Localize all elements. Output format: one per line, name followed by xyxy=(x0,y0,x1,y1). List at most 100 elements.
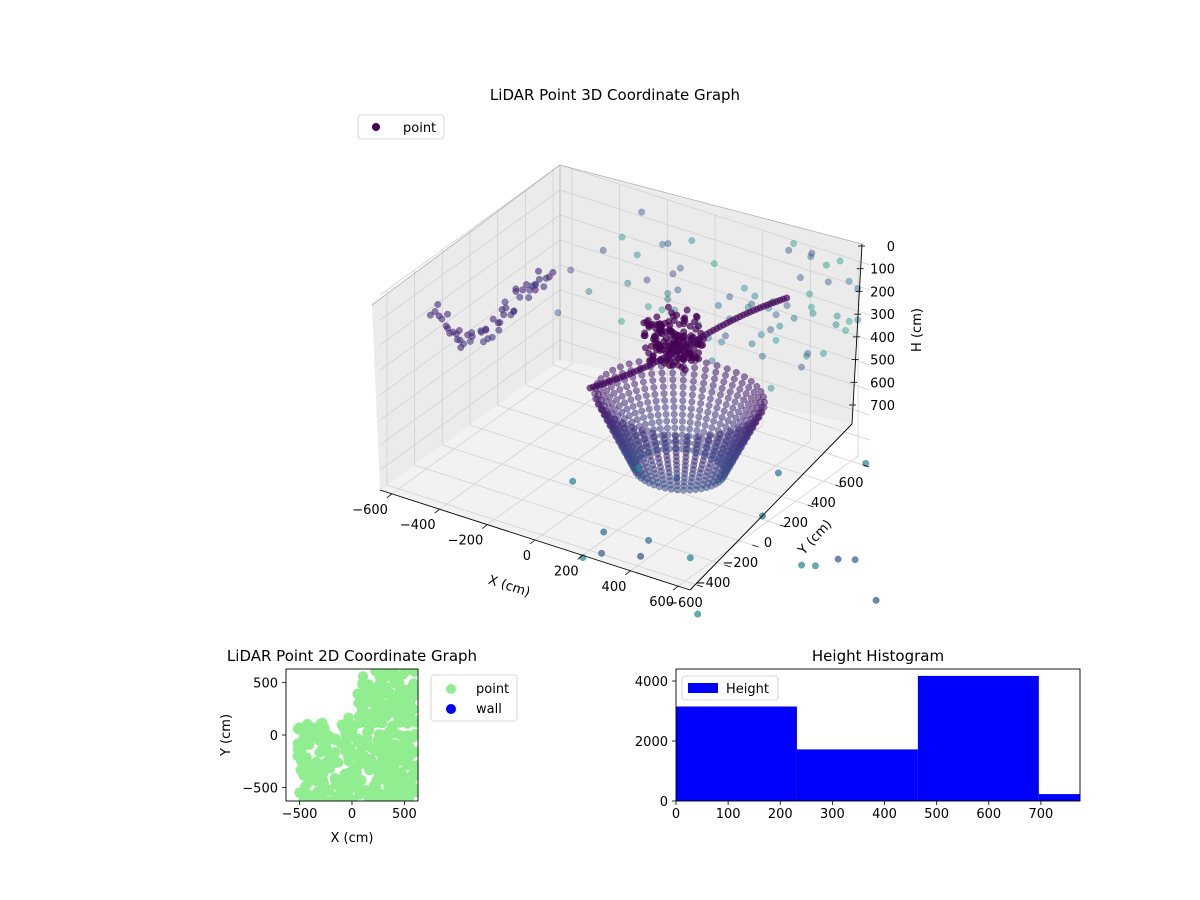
data-point xyxy=(679,383,687,391)
x-tick-label-3d: 400 xyxy=(602,580,627,595)
data-point xyxy=(623,383,631,391)
data-point xyxy=(696,448,704,456)
data-point xyxy=(678,424,686,432)
data-point xyxy=(737,402,745,410)
z-tick-label-3d: 400 xyxy=(870,331,895,346)
data-point xyxy=(750,388,758,396)
data-point xyxy=(651,390,659,398)
data-point xyxy=(742,390,750,398)
data-point xyxy=(798,363,805,371)
legend-2d: point wall xyxy=(430,674,518,722)
legend-2d-point-marker xyxy=(446,684,456,694)
data-point xyxy=(678,431,686,439)
data-point xyxy=(699,341,707,349)
data-point xyxy=(665,438,673,446)
data-point-2d xyxy=(406,702,418,713)
data-point xyxy=(638,371,646,379)
z-tick-label-3d: 0 xyxy=(887,240,895,255)
data-point-2d xyxy=(376,682,387,694)
data-point xyxy=(684,446,692,454)
data-point-2d xyxy=(402,772,413,784)
data-point-2d xyxy=(398,739,410,750)
data-point xyxy=(694,610,702,618)
data-point-2d xyxy=(298,793,310,801)
data-point xyxy=(751,292,759,300)
data-point xyxy=(708,424,716,432)
data-point xyxy=(686,554,694,562)
data-point xyxy=(730,375,738,383)
data-point xyxy=(729,404,737,412)
data-point xyxy=(640,319,648,327)
data-point xyxy=(726,388,734,396)
histogram-bar xyxy=(917,675,1039,801)
data-point-2d xyxy=(385,783,397,794)
data-point-2d xyxy=(377,794,388,801)
data-point xyxy=(685,432,693,440)
data-point xyxy=(688,398,696,406)
data-point xyxy=(431,308,439,315)
data-point-2d xyxy=(371,774,382,786)
data-point-2d xyxy=(362,733,373,745)
data-point xyxy=(804,350,812,357)
data-point xyxy=(680,328,688,336)
data-point xyxy=(699,386,707,394)
data-point xyxy=(657,431,665,439)
data-point xyxy=(731,398,739,406)
data-point xyxy=(735,408,742,416)
data-point xyxy=(713,362,721,369)
data-point xyxy=(747,377,755,385)
pane-back-right xyxy=(560,165,862,424)
data-point xyxy=(632,387,640,395)
y-tick-label-2d: 500 xyxy=(253,677,278,692)
y-tick-label-2d: −500 xyxy=(242,781,278,796)
y-tick-label-3d: 400 xyxy=(811,496,836,511)
x-tick-label-3d: 200 xyxy=(554,564,579,579)
data-point xyxy=(690,447,698,455)
data-point-2d xyxy=(312,763,324,774)
data-point-2d xyxy=(310,793,322,801)
data-point xyxy=(758,352,766,360)
data-point xyxy=(708,388,716,396)
data-point xyxy=(748,340,756,348)
x-tick-label-hist: 0 xyxy=(672,807,680,822)
data-point xyxy=(736,418,744,426)
data-point xyxy=(618,233,626,241)
data-point xyxy=(713,404,721,412)
data-point xyxy=(434,301,442,308)
legend-3d-marker xyxy=(372,123,380,131)
chart-3d: LiDAR Point 3D Coordinate Graph −600 −400… xyxy=(352,86,925,618)
data-point xyxy=(718,413,726,421)
data-point-2d xyxy=(400,669,411,677)
data-point xyxy=(740,396,748,404)
data-point xyxy=(660,390,668,398)
histogram-title: Height Histogram xyxy=(812,647,944,665)
data-point-2d xyxy=(360,680,372,691)
data-point-2d xyxy=(364,708,375,720)
data-point-2d xyxy=(399,694,410,705)
data-point xyxy=(569,477,577,485)
data-point xyxy=(718,384,726,392)
data-point-2d xyxy=(378,735,389,746)
data-point xyxy=(623,405,631,413)
data-point xyxy=(712,433,720,441)
data-point-2d xyxy=(376,755,387,766)
data-point xyxy=(722,371,729,379)
data-point xyxy=(668,328,676,336)
data-point xyxy=(808,249,816,257)
x-tick-label-3d: 0 xyxy=(523,549,531,564)
data-point xyxy=(723,365,731,373)
data-point xyxy=(689,384,697,392)
histogram-bar xyxy=(796,749,918,801)
data-point xyxy=(650,384,658,391)
data-point xyxy=(468,329,476,337)
data-point xyxy=(671,424,679,432)
data-point xyxy=(739,412,747,420)
data-point-2d xyxy=(336,719,348,730)
data-point xyxy=(651,432,659,440)
data-point xyxy=(652,397,660,405)
data-point xyxy=(720,407,728,415)
data-point xyxy=(616,363,624,371)
data-point-2d xyxy=(356,706,368,717)
data-point xyxy=(711,411,719,419)
data-point xyxy=(834,555,842,563)
